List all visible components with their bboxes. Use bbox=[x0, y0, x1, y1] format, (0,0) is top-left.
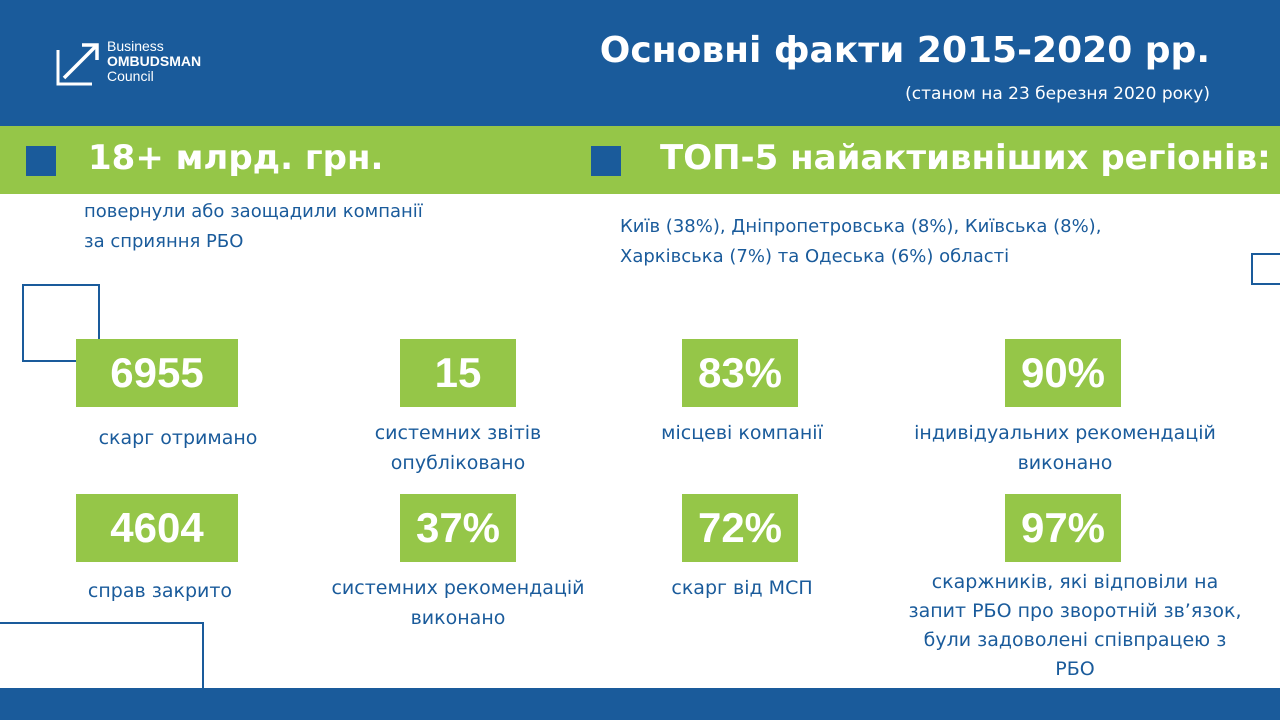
stat-value-satisfied: 97% bbox=[1005, 494, 1121, 562]
stat-label-line: місцеві компанії bbox=[661, 422, 823, 444]
highlight-band: 18+ млрд. грн. ТОП-5 найактивніших регіо… bbox=[0, 126, 1280, 194]
stat-value-systemic-recs: 37% bbox=[400, 494, 516, 562]
stat-label-line: виконано bbox=[410, 607, 506, 629]
regions-description: Київ (38%), Дніпропетровська (8%), Київс… bbox=[620, 212, 1101, 272]
stat-label-line: скарг отримано bbox=[98, 427, 258, 449]
stat-value-sme-complaints: 72% bbox=[682, 494, 798, 562]
amount-description-line1: повернули або заощадили компанії bbox=[84, 201, 423, 222]
logo-line-business: Business bbox=[107, 38, 164, 54]
stat-label-line: індивідуальних рекомендацій bbox=[914, 422, 1216, 444]
logo-line-ombudsman: OMBUDSMAN bbox=[107, 53, 202, 69]
bullet-square-left bbox=[26, 146, 56, 176]
footer-bar bbox=[0, 688, 1280, 720]
logo-line-council: Council bbox=[107, 68, 154, 84]
stat-value-complaints-received: 6955 bbox=[76, 339, 238, 407]
stat-label-line: були задоволені співпрацею з bbox=[923, 629, 1227, 651]
regions-description-line2: Харківська (7%) та Одеська (6%) області bbox=[620, 246, 1010, 267]
stat-label-line: запит РБО про зворотній зв’язок, bbox=[908, 600, 1242, 622]
stat-label-reports-published: системних звітів опубліковано bbox=[320, 418, 596, 478]
page-title: Основні факти 2015-2020 рр. bbox=[599, 30, 1210, 71]
stat-label-systemic-recs: системних рекомендацій виконано bbox=[300, 573, 616, 633]
bullet-square-right bbox=[591, 146, 621, 176]
stat-value-individual-recs: 90% bbox=[1005, 339, 1121, 407]
decorative-square-outline bbox=[22, 284, 100, 362]
stat-label-line: системних звітів bbox=[374, 422, 542, 444]
stat-label-line: РБО bbox=[1055, 658, 1095, 680]
amount-description: повернули або заощадили компанії за спри… bbox=[84, 197, 423, 257]
stat-value-local-companies: 83% bbox=[682, 339, 798, 407]
stat-value-cases-closed: 4604 bbox=[76, 494, 238, 562]
stat-label-line: системних рекомендацій bbox=[331, 577, 585, 599]
decorative-square-outline-right bbox=[1251, 253, 1280, 285]
regions-description-line1: Київ (38%), Дніпропетровська (8%), Київс… bbox=[620, 216, 1102, 237]
logo-text: Business OMBUDSMAN Council bbox=[107, 39, 201, 84]
logo-arrow-icon bbox=[56, 43, 99, 86]
stat-value-reports-published: 15 bbox=[400, 339, 516, 407]
stat-label-satisfied: скаржників, які відповіли на запит РБО п… bbox=[886, 568, 1264, 684]
stat-label-line: опубліковано bbox=[390, 452, 526, 474]
regions-heading: ТОП-5 найактивніших регіонів: bbox=[660, 138, 1271, 178]
header-bar: Business OMBUDSMAN Council Основні факти… bbox=[0, 0, 1280, 126]
stat-label-line: виконано bbox=[1017, 452, 1113, 474]
amount-description-line2: за сприяння РБО bbox=[84, 231, 244, 252]
stat-label-complaints-received: скарг отримано bbox=[40, 423, 316, 453]
stat-label-local-companies: місцеві компанії bbox=[604, 418, 880, 448]
stat-label-sme-complaints: скарг від МСП bbox=[604, 573, 880, 603]
stat-label-line: справ закрито bbox=[87, 580, 233, 602]
stat-label-cases-closed: справ закрито bbox=[22, 576, 298, 606]
stat-label-individual-recs: індивідуальних рекомендацій виконано bbox=[890, 418, 1240, 478]
stat-label-line: скарг від МСП bbox=[671, 577, 813, 599]
page-subtitle: (станом на 23 березня 2020 року) bbox=[905, 84, 1210, 104]
stat-label-line: скаржників, які відповіли на bbox=[931, 571, 1219, 593]
amount-heading: 18+ млрд. грн. bbox=[88, 138, 384, 178]
